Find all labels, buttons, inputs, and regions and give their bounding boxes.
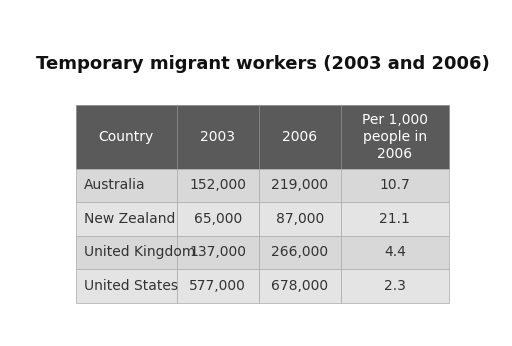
FancyBboxPatch shape: [340, 106, 449, 169]
Text: 21.1: 21.1: [379, 212, 410, 226]
Text: 65,000: 65,000: [194, 212, 242, 226]
Text: 137,000: 137,000: [189, 245, 246, 260]
FancyBboxPatch shape: [259, 236, 340, 269]
FancyBboxPatch shape: [259, 169, 340, 202]
Text: Australia: Australia: [84, 178, 145, 192]
FancyBboxPatch shape: [76, 169, 177, 202]
Text: Per 1,000
people in
2006: Per 1,000 people in 2006: [362, 113, 428, 161]
FancyBboxPatch shape: [76, 269, 177, 303]
FancyBboxPatch shape: [340, 269, 449, 303]
Text: Temporary migrant workers (2003 and 2006): Temporary migrant workers (2003 and 2006…: [35, 55, 489, 73]
Text: United States: United States: [84, 279, 178, 293]
Text: New Zealand: New Zealand: [84, 212, 175, 226]
Text: United Kingdom: United Kingdom: [84, 245, 195, 260]
FancyBboxPatch shape: [177, 202, 259, 236]
FancyBboxPatch shape: [340, 202, 449, 236]
FancyBboxPatch shape: [340, 169, 449, 202]
Text: Country: Country: [99, 130, 154, 144]
FancyBboxPatch shape: [177, 169, 259, 202]
FancyBboxPatch shape: [177, 236, 259, 269]
Text: 577,000: 577,000: [189, 279, 246, 293]
Text: 87,000: 87,000: [275, 212, 324, 226]
FancyBboxPatch shape: [177, 106, 259, 169]
Text: 4.4: 4.4: [384, 245, 406, 260]
FancyBboxPatch shape: [259, 269, 340, 303]
Text: 152,000: 152,000: [189, 178, 246, 192]
FancyBboxPatch shape: [259, 106, 340, 169]
Text: 266,000: 266,000: [271, 245, 328, 260]
Text: 2003: 2003: [200, 130, 235, 144]
Text: 2006: 2006: [282, 130, 317, 144]
Text: 10.7: 10.7: [379, 178, 410, 192]
Text: 678,000: 678,000: [271, 279, 328, 293]
Text: 219,000: 219,000: [271, 178, 328, 192]
FancyBboxPatch shape: [177, 269, 259, 303]
FancyBboxPatch shape: [76, 106, 177, 169]
FancyBboxPatch shape: [340, 236, 449, 269]
FancyBboxPatch shape: [259, 202, 340, 236]
FancyBboxPatch shape: [76, 202, 177, 236]
FancyBboxPatch shape: [76, 236, 177, 269]
Text: 2.3: 2.3: [384, 279, 406, 293]
